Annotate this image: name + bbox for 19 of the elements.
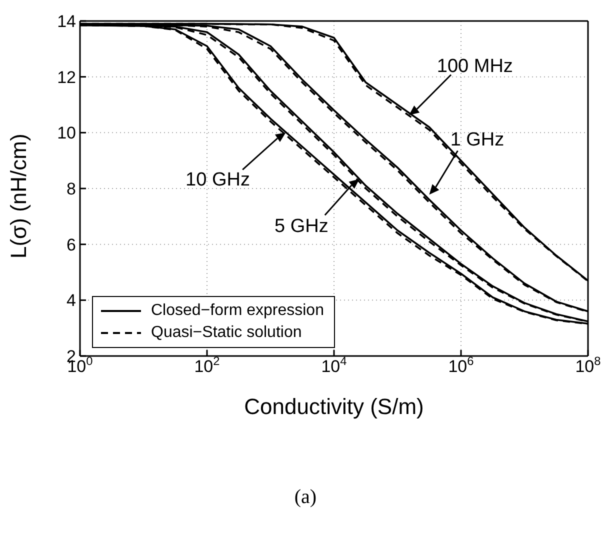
y-tick-label: 10 bbox=[57, 124, 76, 143]
legend-label: Quasi−Static solution bbox=[151, 323, 302, 343]
annotation: 10 GHz bbox=[186, 170, 250, 191]
annotation: 5 GHz bbox=[274, 216, 328, 238]
y-tick-label: 12 bbox=[57, 68, 76, 87]
annotation: 1 GHz bbox=[450, 130, 504, 151]
y-tick-label: 14 bbox=[57, 12, 76, 32]
annotation: 100 MHz bbox=[436, 56, 513, 78]
y-axis-title: L(σ) (nH/cm) bbox=[6, 134, 31, 258]
x-tick-label: 10$^{2}$ bbox=[194, 354, 220, 376]
x-tick-label: 10$^{4}$ bbox=[321, 354, 348, 376]
y-tick-label: 8 bbox=[66, 180, 76, 199]
x-tick-label: 10$^{6}$ bbox=[448, 354, 474, 376]
y-tick-label: 4 bbox=[66, 291, 76, 310]
text: (a) bbox=[293, 486, 318, 509]
x-axis-title: Conductivity (S/m) bbox=[244, 394, 424, 419]
legend-label: Closed−form expression bbox=[151, 301, 324, 321]
x-tick-label: 10$^{8}$ bbox=[575, 354, 602, 376]
y-tick-label: 6 bbox=[66, 235, 76, 254]
